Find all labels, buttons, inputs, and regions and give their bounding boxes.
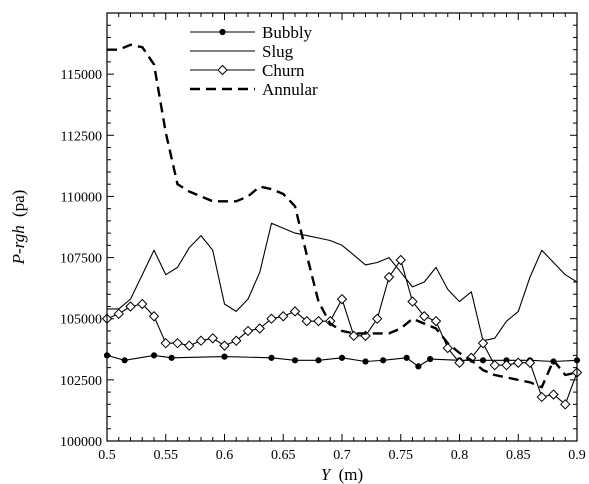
y-tick-label: 115000 <box>61 68 102 83</box>
legend-label-bubbly: Bubbly <box>262 23 313 42</box>
point-bubbly <box>121 357 128 364</box>
series-bubbly <box>103 352 581 370</box>
point-churn <box>383 271 395 283</box>
point-bubbly <box>315 357 322 364</box>
point-churn <box>560 399 571 410</box>
point-bubbly <box>338 354 346 361</box>
point-churn <box>477 337 489 349</box>
point-churn <box>336 293 348 305</box>
point-bubbly <box>380 357 387 364</box>
point-churn <box>301 315 312 327</box>
x-tick-label: 0.55 <box>154 448 179 463</box>
legend-item-slug: Slug <box>190 42 294 61</box>
x-tick-label: 0.6 <box>216 448 234 463</box>
point-bubbly <box>168 354 175 361</box>
point-churn <box>430 315 442 327</box>
point-churn <box>454 357 465 368</box>
point-churn <box>513 357 524 368</box>
series-line-annular <box>107 43 578 389</box>
series-churn <box>101 254 583 410</box>
point-churn <box>501 359 512 371</box>
legend-label-annular: Annular <box>262 80 318 99</box>
point-bubbly <box>415 363 422 370</box>
point-churn <box>442 342 453 354</box>
y-axis-label-unit: (pa) <box>9 190 28 217</box>
point-churn <box>419 311 430 322</box>
point-churn <box>195 335 207 346</box>
point-bubbly <box>291 357 299 364</box>
point-bubbly <box>427 355 434 363</box>
x-tick-label: 0.5 <box>98 448 116 463</box>
x-tick-label: 0.75 <box>389 448 414 463</box>
point-bubbly <box>150 352 158 359</box>
y-tick-label: 102500 <box>60 374 102 389</box>
point-churn <box>172 337 183 349</box>
point-churn <box>242 325 254 337</box>
point-churn <box>548 389 559 400</box>
point-churn <box>160 337 171 349</box>
y-tick-label: 105000 <box>60 313 102 328</box>
point-bubbly <box>403 354 410 361</box>
legend-item-churn: Churn <box>190 61 305 80</box>
point-churn <box>395 254 406 266</box>
legend-marker-churn <box>217 64 228 76</box>
point-churn <box>125 301 136 312</box>
point-churn <box>289 306 301 317</box>
series-line-bubbly <box>106 354 578 367</box>
point-churn <box>372 313 383 324</box>
point-churn <box>207 333 218 344</box>
legend-label-slug: Slug <box>262 42 294 61</box>
point-bubbly <box>479 357 487 364</box>
point-bubbly <box>362 358 369 365</box>
y-axis-label: P-rgh (pa) <box>9 190 28 266</box>
point-churn <box>231 335 242 346</box>
legend-item-annular: Annular <box>190 80 318 99</box>
point-churn <box>536 391 547 403</box>
legend-item-bubbly: Bubbly <box>190 23 313 42</box>
x-axis-label: Y (m) <box>321 465 363 484</box>
point-churn <box>313 315 324 327</box>
point-churn <box>266 313 277 324</box>
point-bubbly <box>268 354 275 361</box>
point-churn <box>278 311 289 322</box>
x-tick-label: 0.8 <box>451 448 469 463</box>
point-churn <box>254 323 265 334</box>
series-line-slug <box>107 222 578 342</box>
point-churn <box>219 340 230 351</box>
point-churn <box>184 340 195 351</box>
x-tick-label: 0.9 <box>568 448 586 463</box>
y-tick-label: 112500 <box>61 129 102 144</box>
point-churn <box>407 296 418 307</box>
point-churn <box>113 308 124 320</box>
y-tick-label: 110000 <box>61 190 102 205</box>
axis-ticks: 0.5 0.55 0.6 0.65 0.7 0.75 0.8 0.85 0.9 100000 102… <box>60 13 586 463</box>
x-axis-label-var: Y <box>321 465 332 484</box>
series-annular <box>107 43 578 389</box>
point-bubbly <box>221 353 228 360</box>
point-churn <box>137 298 148 310</box>
series-lines <box>101 43 583 410</box>
x-axis-label-unit: (m) <box>339 465 364 484</box>
x-tick-label: 0.7 <box>333 448 351 463</box>
x-tick-label: 0.65 <box>271 448 296 463</box>
point-churn <box>148 311 160 322</box>
plot-frame <box>106 12 578 442</box>
series-slug <box>107 222 578 342</box>
x-tick-label: 0.85 <box>506 448 531 463</box>
legend-label-churn: Churn <box>262 61 305 80</box>
point-churn <box>489 359 500 371</box>
y-tick-label: 107500 <box>60 252 102 267</box>
point-churn <box>524 357 536 368</box>
y-tick-label: 100000 <box>60 435 102 450</box>
y-axis-label-var: P-rgh <box>9 225 28 265</box>
legend-marker-bubbly <box>219 28 226 36</box>
